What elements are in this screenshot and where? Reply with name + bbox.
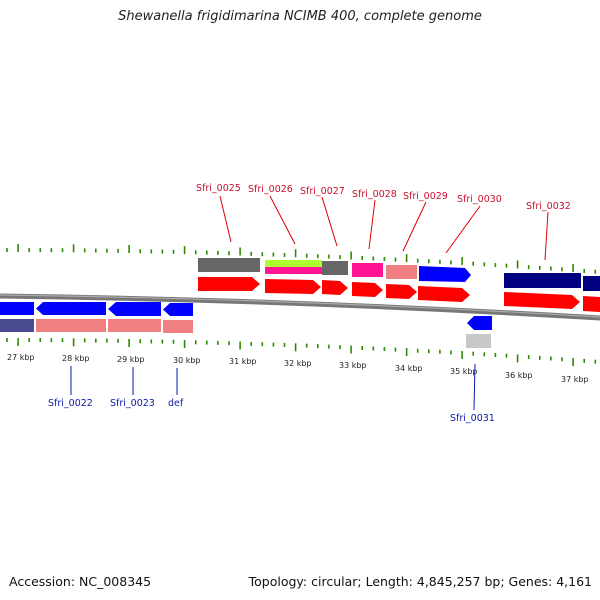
backbone xyxy=(0,293,600,321)
gene-arrow[interactable] xyxy=(418,286,470,302)
scale-label-29kbp: 29 kbp xyxy=(117,355,145,364)
gene-arrow[interactable] xyxy=(36,302,106,315)
cog-block xyxy=(352,263,383,277)
gene-label-sfri-0028[interactable]: Sfri_0028 xyxy=(352,189,397,200)
gene-label-sfri-0032[interactable]: Sfri_0032 xyxy=(526,201,571,212)
backbone-highlight xyxy=(0,294,600,318)
gene-arrow[interactable] xyxy=(467,316,492,330)
cog-block xyxy=(265,260,322,267)
scale-label-32kbp: 32 kbp xyxy=(284,359,312,368)
genome-summary-text: Topology: circular; Length: 4,845,257 bp… xyxy=(248,574,592,589)
scale-labels: 27 kbp 28 kbp 29 kbp 30 kbp 31 kbp 32 kb… xyxy=(7,353,589,384)
scale-label-37kbp: 37 kbp xyxy=(561,375,589,384)
cog-block xyxy=(583,276,600,291)
gene-label-sfri-0025[interactable]: Sfri_0025 xyxy=(196,183,241,194)
cog-block xyxy=(386,265,417,279)
gene-arrow[interactable] xyxy=(419,266,471,282)
scale-label-36kbp: 36 kbp xyxy=(505,371,533,380)
gene-label-def[interactable]: def xyxy=(168,398,184,409)
upper-tick-row xyxy=(6,244,597,274)
cog-block xyxy=(504,273,581,288)
gene-label-sfri-0026[interactable]: Sfri_0026 xyxy=(248,184,293,195)
gene-arrow[interactable] xyxy=(352,282,383,297)
gene-arrow[interactable] xyxy=(386,284,417,299)
gene-arrow[interactable] xyxy=(198,277,260,291)
scale-label-31kbp: 31 kbp xyxy=(229,357,257,366)
scale-label-28kbp: 28 kbp xyxy=(62,354,90,363)
scale-label-27kbp: 27 kbp xyxy=(7,353,35,362)
gene-label-sfri-0027[interactable]: Sfri_0027 xyxy=(300,186,345,197)
gene-label-sfri-0023[interactable]: Sfri_0023 xyxy=(110,398,155,409)
gene-arrow[interactable] xyxy=(108,302,161,316)
gene-label-sfri-0022[interactable]: Sfri_0022 xyxy=(48,398,93,409)
bottom-label-lines xyxy=(70,363,476,411)
map-title: Shewanella frigidimarina NCIMB 400, comp… xyxy=(118,9,482,24)
upper-strand-genes xyxy=(198,258,600,312)
cog-block xyxy=(265,267,322,274)
cog-block xyxy=(466,334,491,348)
cog-block xyxy=(0,319,34,332)
cog-block xyxy=(36,319,106,332)
gene-arrow[interactable] xyxy=(322,280,348,295)
bottom-gene-labels: Sfri_0022 Sfri_0023 def Sfri_0031 xyxy=(48,398,495,424)
cog-block xyxy=(322,261,348,275)
scale-label-30kbp: 30 kbp xyxy=(173,356,201,365)
lower-tick-row xyxy=(6,338,597,367)
gene-arrow[interactable] xyxy=(163,303,193,316)
cog-block xyxy=(198,258,260,272)
gene-label-sfri-0029[interactable]: Sfri_0029 xyxy=(403,191,448,202)
top-label-lines xyxy=(219,195,549,261)
gene-label-sfri-0030[interactable]: Sfri_0030 xyxy=(457,194,502,205)
gene-label-sfri-0031[interactable]: Sfri_0031 xyxy=(450,413,495,424)
lower-strand-genes xyxy=(0,302,492,348)
cog-block xyxy=(108,319,161,332)
gene-arrow[interactable] xyxy=(265,279,321,294)
scale-label-35kbp: 35 kbp xyxy=(450,367,478,376)
gene-arrow[interactable] xyxy=(504,292,580,309)
cog-block xyxy=(163,320,193,333)
gene-arrow[interactable] xyxy=(583,296,600,312)
top-gene-labels: Sfri_0025 Sfri_0026 Sfri_0027 Sfri_0028 … xyxy=(196,183,571,212)
scale-label-33kbp: 33 kbp xyxy=(339,361,367,370)
accession-text: Accession: NC_008345 xyxy=(9,574,152,589)
gene-arrow[interactable] xyxy=(0,302,34,315)
scale-label-34kbp: 34 kbp xyxy=(395,364,423,373)
